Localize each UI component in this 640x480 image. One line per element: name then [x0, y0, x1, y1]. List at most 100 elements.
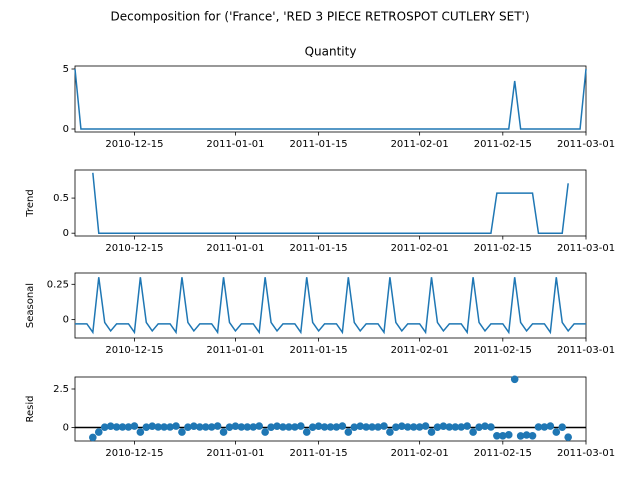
point	[308, 423, 317, 431]
point	[403, 423, 412, 431]
point	[243, 423, 252, 431]
y-axis-label: Seasonal	[25, 283, 36, 328]
point	[178, 428, 186, 436]
x-tick-label: 2011-03-01	[557, 139, 615, 150]
point	[528, 431, 537, 440]
point	[160, 423, 168, 431]
point	[273, 422, 281, 431]
point	[374, 423, 382, 431]
point	[409, 423, 418, 431]
x-tick-label: 2011-01-15	[290, 345, 348, 356]
point	[166, 423, 174, 431]
x-tick-label: 2011-01-01	[206, 448, 264, 459]
x-tick-label: 2011-02-15	[474, 243, 532, 254]
point	[451, 423, 460, 431]
point	[522, 431, 531, 439]
point	[362, 423, 370, 431]
point	[231, 422, 240, 431]
point	[338, 422, 347, 430]
y-tick-label: 0	[63, 228, 69, 239]
point	[314, 422, 323, 431]
y-tick-label: 5	[63, 64, 69, 75]
point	[184, 423, 192, 431]
x-tick-label: 2011-02-15	[474, 345, 532, 356]
point	[344, 428, 353, 436]
x-tick-label: 2011-01-01	[206, 345, 264, 356]
point	[201, 423, 210, 431]
line	[74, 68, 587, 130]
point	[118, 423, 127, 431]
y-tick-label: 2.5	[53, 384, 69, 395]
y-tick-label: 0	[63, 422, 69, 433]
y-axis-label: Resid	[25, 396, 36, 423]
x-tick-label: 2011-01-15	[290, 243, 348, 254]
line	[75, 277, 586, 335]
point	[433, 423, 442, 431]
point	[296, 422, 305, 430]
x-tick-label: 2011-02-01	[391, 448, 449, 459]
x-tick-label: 2011-02-01	[391, 345, 449, 356]
point	[124, 423, 133, 431]
point	[510, 375, 519, 384]
point	[427, 428, 436, 436]
axes-frame	[74, 376, 587, 442]
point	[190, 422, 198, 431]
point	[469, 428, 477, 436]
point	[302, 428, 311, 436]
point	[421, 422, 430, 430]
x-tick-label: 2011-03-01	[557, 448, 615, 459]
point	[439, 422, 448, 431]
point	[267, 423, 275, 431]
point	[142, 423, 151, 431]
x-tick-label: 2011-01-15	[290, 448, 348, 459]
point	[546, 422, 555, 430]
point	[279, 423, 287, 431]
y-tick-label: 0.25	[47, 279, 69, 290]
point	[534, 423, 543, 431]
x-tick-label: 2011-01-01	[206, 139, 264, 150]
point	[219, 428, 228, 436]
point	[499, 431, 507, 440]
x-tick-label: 2010-12-15	[105, 448, 163, 459]
point	[558, 423, 567, 431]
point	[380, 422, 388, 430]
x-tick-label: 2010-12-15	[105, 345, 163, 356]
y-tick-label: 0	[63, 315, 69, 326]
x-tick-label: 2011-03-01	[557, 345, 615, 356]
axes-frame	[74, 169, 587, 237]
chart-title: Decomposition for ('France', 'RED 3 PIEC…	[110, 10, 529, 24]
point	[392, 423, 400, 431]
point	[356, 422, 365, 431]
point	[493, 431, 501, 440]
point	[368, 423, 376, 431]
point	[148, 422, 157, 431]
point	[386, 428, 394, 436]
point	[320, 423, 329, 431]
x-tick-label: 2011-02-15	[474, 139, 532, 150]
point	[106, 422, 115, 431]
point	[112, 423, 121, 431]
point	[481, 422, 489, 431]
point	[261, 428, 269, 436]
point	[540, 423, 549, 431]
point	[94, 428, 103, 436]
point	[487, 423, 495, 431]
y-tick-label: 0.5	[53, 193, 69, 204]
point	[100, 423, 109, 431]
line	[92, 172, 569, 234]
point	[172, 422, 180, 430]
x-tick-label: 2011-01-01	[206, 243, 264, 254]
point	[564, 433, 572, 441]
point	[516, 432, 525, 440]
x-tick-label: 2011-02-01	[391, 243, 449, 254]
point	[475, 423, 483, 431]
x-tick-label: 2011-01-15	[290, 139, 348, 150]
point	[332, 423, 341, 431]
point	[350, 423, 359, 431]
point	[326, 423, 335, 431]
y-axis-label: Trend	[25, 189, 36, 217]
point	[89, 433, 97, 442]
y-tick-label: 0	[63, 124, 69, 135]
x-tick-label: 2011-02-01	[391, 139, 449, 150]
axes-title: Quantity	[305, 45, 357, 59]
